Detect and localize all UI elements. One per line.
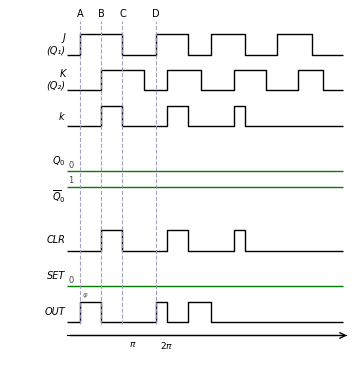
Text: C: C: [119, 9, 126, 19]
Text: $2\pi$: $2\pi$: [160, 340, 174, 351]
Text: $Q_0$: $Q_0$: [52, 154, 66, 168]
Text: $k$: $k$: [58, 110, 66, 122]
Text: 0: 0: [69, 161, 73, 170]
Text: J
(Q₁): J (Q₁): [47, 33, 66, 55]
Text: SET: SET: [47, 271, 66, 281]
Text: CLR: CLR: [47, 235, 66, 245]
Text: 0: 0: [69, 276, 73, 285]
Text: $\pi$: $\pi$: [129, 340, 137, 349]
Text: B: B: [98, 9, 105, 19]
Text: OUT: OUT: [45, 307, 66, 317]
Text: A: A: [77, 9, 83, 19]
Text: 1: 1: [69, 176, 73, 185]
Text: $\varphi$: $\varphi$: [82, 291, 88, 300]
Text: K
(Q₂): K (Q₂): [47, 69, 66, 91]
Text: D: D: [152, 9, 160, 19]
Text: $\overline{Q}_0$: $\overline{Q}_0$: [52, 189, 66, 205]
